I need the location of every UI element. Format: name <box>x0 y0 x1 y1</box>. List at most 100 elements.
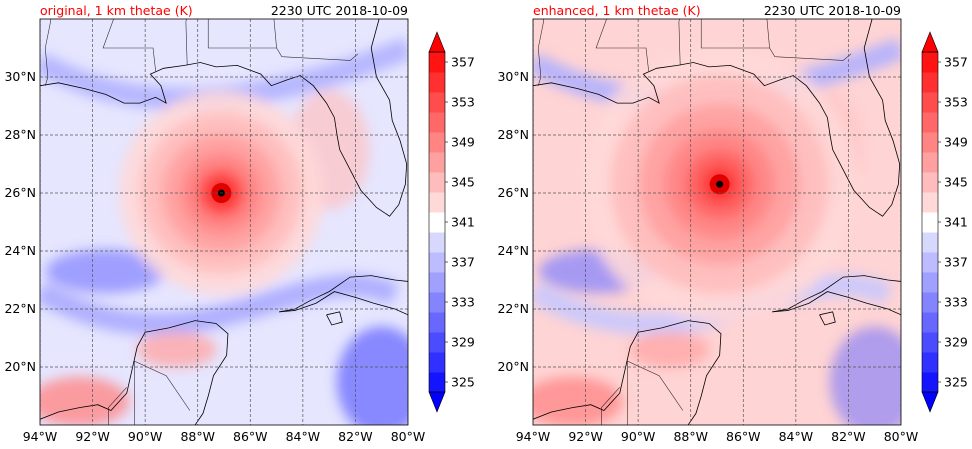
colorbar-tick-label: 329 <box>944 335 968 350</box>
colorbar-tick-label: 349 <box>451 135 475 150</box>
colorbar: 325 329 333 337 341 345 349 353 357 <box>921 31 968 413</box>
colorbar-segment <box>922 192 938 213</box>
lon-tick-label: 88°W <box>673 429 708 444</box>
lat-tick-label: 24°N <box>4 243 36 258</box>
colorbar-segment <box>429 312 445 333</box>
colorbar-tick-label: 329 <box>451 335 475 350</box>
panel-title: enhanced, 1 km thetae (K) <box>533 3 701 18</box>
colorbar-segment <box>429 252 445 273</box>
colorbar-segment <box>922 112 938 133</box>
colorbar-segment <box>429 112 445 133</box>
colorbar-segment <box>429 52 445 73</box>
lon-tick-label: 86°W <box>233 429 268 444</box>
lat-tick-label: 30°N <box>497 69 529 84</box>
colorbar-tick-label: 357 <box>944 55 968 70</box>
map-frame <box>532 18 902 426</box>
panel-timestamp: 2230 UTC 2018-10-09 <box>270 3 408 18</box>
colorbar-segment <box>922 252 938 273</box>
lon-tick-label: 88°W <box>180 429 215 444</box>
colorbar-segment <box>429 232 445 253</box>
colorbar-tick-label: 349 <box>944 135 968 150</box>
coastlines <box>40 19 408 425</box>
lat-tick-label: 20°N <box>4 359 36 374</box>
colorbar-tick-label: 325 <box>944 375 968 390</box>
colorbar-tick-label: 333 <box>451 295 475 310</box>
map-panel-original: original, 1 km thetae (K) 2230 UTC 2018-… <box>4 3 475 444</box>
lon-tick-label: 82°W <box>338 429 373 444</box>
gridlines <box>40 19 408 425</box>
colorbar-tick-label: 325 <box>451 375 475 390</box>
lon-tick-label: 86°W <box>726 429 761 444</box>
lat-tick-label: 28°N <box>497 127 529 142</box>
map-figure-enhanced: 94°W 92°W 90°W 88°W 86°W 84°W 82°W 80°W 20°N 22°N… <box>497 18 968 444</box>
colorbar-extend-low <box>428 391 446 413</box>
colorbar-segment <box>922 272 938 293</box>
colorbar-extend-low <box>921 391 939 413</box>
lon-tick-label: 80°W <box>391 429 426 444</box>
colorbar-tick-label: 345 <box>944 175 968 190</box>
lat-tick-label: 22°N <box>497 301 529 316</box>
colorbar-segment <box>922 72 938 93</box>
colorbar-segment <box>922 152 938 173</box>
coastlines <box>533 19 901 425</box>
colorbar-segment <box>922 212 938 233</box>
colorbar-tick-label: 341 <box>944 215 968 230</box>
colorbar-segment <box>922 92 938 113</box>
map-frame <box>39 18 409 426</box>
colorbar-segment <box>922 172 938 193</box>
panel-timestamp: 2230 UTC 2018-10-09 <box>763 3 901 18</box>
map-figure-original: 94°W 92°W 90°W 88°W 86°W 84°W 82°W 80°W 20°N 22°N… <box>4 18 475 444</box>
colorbar-tick-label: 357 <box>451 55 475 70</box>
lon-tick-label: 84°W <box>286 429 321 444</box>
lon-tick-label: 94°W <box>23 429 58 444</box>
lat-tick-label: 20°N <box>497 359 529 374</box>
borders <box>537 19 852 425</box>
thetae-field <box>533 19 901 425</box>
lon-tick-label: 92°W <box>568 429 603 444</box>
thetae-field <box>40 19 408 425</box>
colorbar-segment <box>429 272 445 293</box>
colorbar-segment <box>429 332 445 353</box>
lat-tick-label: 24°N <box>497 243 529 258</box>
lat-tick-label: 22°N <box>4 301 36 316</box>
panel-title: original, 1 km thetae (K) <box>40 3 193 18</box>
colorbar-segment <box>922 52 938 73</box>
colorbar-tick-label: 333 <box>944 295 968 310</box>
lon-tick-label: 94°W <box>516 429 551 444</box>
lat-tick-label: 28°N <box>4 127 36 142</box>
colorbar: 325 329 333 337 341 345 349 353 357 <box>428 31 475 413</box>
colorbar-segment <box>922 132 938 153</box>
storm-center-marker <box>716 180 724 188</box>
colorbar-segment <box>429 72 445 93</box>
lat-tick-label: 30°N <box>4 69 36 84</box>
colorbar-segment <box>922 332 938 353</box>
map-panel-enhanced: enhanced, 1 km thetae (K) 2230 UTC 2018-… <box>486 0 972 449</box>
gridlines <box>533 19 901 425</box>
colorbar-tick-label: 353 <box>944 95 968 110</box>
colorbar-tick-label: 353 <box>451 95 475 110</box>
lon-tick-label: 82°W <box>831 429 866 444</box>
colorbar-segment <box>429 92 445 113</box>
colorbar-segment <box>429 352 445 373</box>
colorbar-segment <box>429 212 445 233</box>
colorbar-segment <box>922 292 938 313</box>
colorbar-segment <box>429 192 445 213</box>
colorbar-extend-high <box>428 31 446 53</box>
colorbar-tick-label: 337 <box>451 255 475 270</box>
borders <box>44 19 359 425</box>
colorbar-segment <box>922 352 938 373</box>
lat-tick-label: 26°N <box>497 185 529 200</box>
lat-tick-label: 26°N <box>4 185 36 200</box>
colorbar-tick-label: 345 <box>451 175 475 190</box>
lon-tick-label: 90°W <box>128 429 163 444</box>
lon-tick-label: 90°W <box>621 429 656 444</box>
colorbar-segment <box>429 132 445 153</box>
lon-tick-label: 84°W <box>779 429 814 444</box>
colorbar-segment <box>429 152 445 173</box>
lon-tick-label: 80°W <box>884 429 919 444</box>
colorbar-segment <box>429 372 445 393</box>
colorbar-segment <box>429 172 445 193</box>
colorbar-segment <box>922 232 938 253</box>
colorbar-extend-high <box>921 31 939 53</box>
colorbar-segment <box>922 372 938 393</box>
